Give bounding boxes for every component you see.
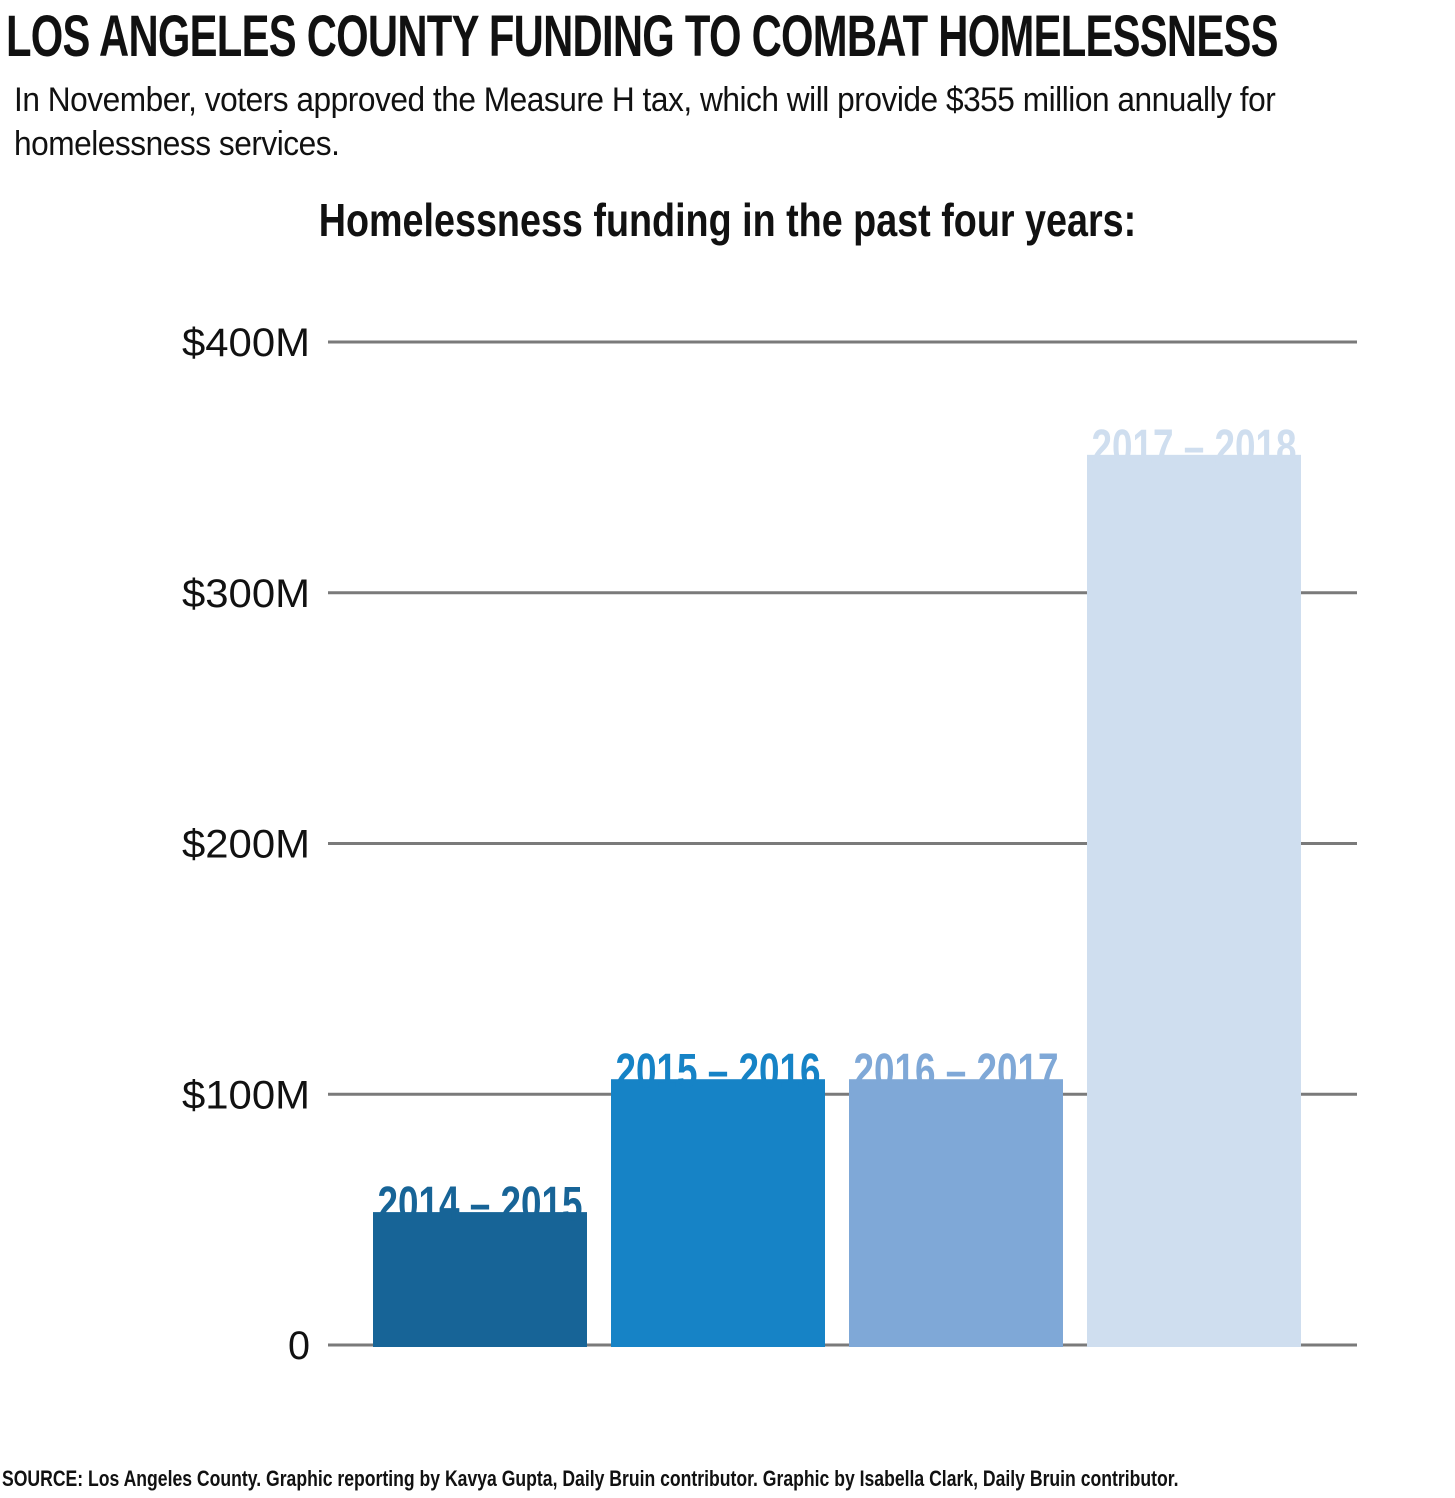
bar-label-3: 2017 – 2018 bbox=[1092, 421, 1297, 474]
bar-0 bbox=[373, 1212, 587, 1347]
bars bbox=[373, 454, 1301, 1347]
bar-labels: 2014 – 2015 2015 – 2016 2016 – 2017 2017 – … bbox=[378, 421, 1297, 1231]
y-tick-label-4: $400M bbox=[182, 321, 310, 365]
y-axis-tick-labels: 0 $100M $200M $300M $400M bbox=[182, 321, 310, 1368]
chart-title: Homelessness funding in the past four ye… bbox=[0, 190, 1455, 250]
source-credit: SOURCE: Los Angeles County. Graphic repo… bbox=[2, 1466, 1179, 1491]
bar-chart: 0 $100M $200M $300M $400M 2014 – 2015 2015 – … bbox=[182, 321, 1357, 1368]
bar-2 bbox=[849, 1079, 1063, 1347]
subtitle: In November, voters approved the Measure… bbox=[14, 81, 1276, 163]
bar-3 bbox=[1087, 454, 1301, 1347]
headline: LOS ANGELES COUNTY FUNDING TO COMBAT HOM… bbox=[6, 4, 1278, 69]
y-tick-label-3: $300M bbox=[182, 572, 310, 616]
bar-1 bbox=[611, 1079, 825, 1347]
bar-label-2: 2016 – 2017 bbox=[854, 1045, 1059, 1098]
y-tick-label-1: $100M bbox=[182, 1073, 310, 1117]
bar-label-0: 2014 – 2015 bbox=[378, 1178, 583, 1231]
y-tick-label-0: 0 bbox=[288, 1324, 310, 1368]
bar-label-1: 2015 – 2016 bbox=[616, 1045, 821, 1098]
y-tick-label-2: $200M bbox=[182, 823, 310, 867]
chart-title-text: Homelessness funding in the past four ye… bbox=[318, 194, 1137, 246]
